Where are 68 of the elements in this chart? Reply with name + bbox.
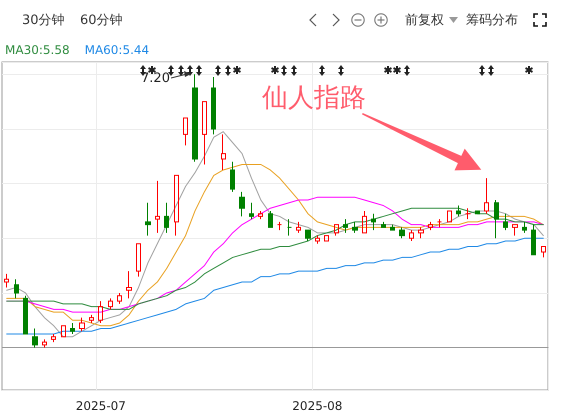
candlestick xyxy=(315,235,320,244)
text: 60分钟 xyxy=(80,12,123,29)
candlestick xyxy=(531,224,536,256)
candlestick xyxy=(174,174,179,236)
candlestick xyxy=(418,226,424,239)
candlestick xyxy=(437,218,442,228)
x-tick-label: 2025-08 xyxy=(292,399,342,413)
candlestick xyxy=(305,230,311,242)
candlestick xyxy=(136,243,141,278)
candlestick xyxy=(277,221,282,231)
candlestick xyxy=(296,221,301,234)
candlestick xyxy=(258,210,263,220)
candlestick xyxy=(117,292,122,304)
candlestick xyxy=(371,213,376,231)
candlestick xyxy=(239,191,245,217)
candlestick xyxy=(390,224,395,231)
candlestick xyxy=(183,118,188,146)
candlestick xyxy=(230,161,235,192)
candlestick xyxy=(362,210,367,234)
candlestick xyxy=(4,273,9,288)
candlestick xyxy=(249,202,254,220)
candlestick xyxy=(494,200,499,239)
candlestick xyxy=(456,205,461,217)
text: 前复权 xyxy=(405,12,444,29)
text: 30分钟 xyxy=(22,12,65,29)
x-tick-label: 2025-07 xyxy=(76,399,126,413)
candlestick xyxy=(108,298,113,310)
candlestick xyxy=(409,230,414,242)
candlestick xyxy=(61,325,66,338)
candlestick xyxy=(23,295,28,334)
annotation: 7.20 xyxy=(141,71,170,86)
candlestick xyxy=(541,246,546,258)
text: MA30:5.58 xyxy=(5,43,70,57)
candlestick xyxy=(512,224,518,236)
candlestick xyxy=(287,218,292,236)
candlestick xyxy=(447,210,452,222)
candlestick xyxy=(70,322,75,334)
candlestick xyxy=(14,278,19,299)
candlestick xyxy=(79,317,85,332)
candlestick xyxy=(381,221,386,228)
candlestick xyxy=(42,338,47,348)
candlestick xyxy=(155,180,160,234)
candlestick xyxy=(202,101,207,165)
candlestick xyxy=(211,76,216,135)
candlestick xyxy=(465,208,471,220)
text: 筹码分布 xyxy=(466,12,518,29)
candlestick xyxy=(221,134,226,170)
candlestick xyxy=(32,328,38,348)
candlestick xyxy=(126,270,132,299)
candlestick xyxy=(484,178,489,214)
candlestick xyxy=(503,213,508,231)
candlestick xyxy=(89,314,94,324)
candlestick xyxy=(522,221,527,234)
text: MA60:5.44 xyxy=(84,43,150,57)
candlestick xyxy=(343,218,348,234)
candlestick xyxy=(145,202,151,236)
candlestick xyxy=(334,224,339,236)
candlestick xyxy=(475,210,480,214)
annotation: 仙人指路 xyxy=(262,82,366,116)
candlestick xyxy=(428,221,433,231)
candlestick xyxy=(164,202,169,234)
candlestick xyxy=(324,235,329,242)
candlestick xyxy=(192,74,198,162)
candlestick xyxy=(352,221,358,234)
candlestick xyxy=(268,210,273,228)
candlestick xyxy=(51,333,56,343)
candlestick xyxy=(399,226,405,239)
candlestick xyxy=(98,300,103,324)
